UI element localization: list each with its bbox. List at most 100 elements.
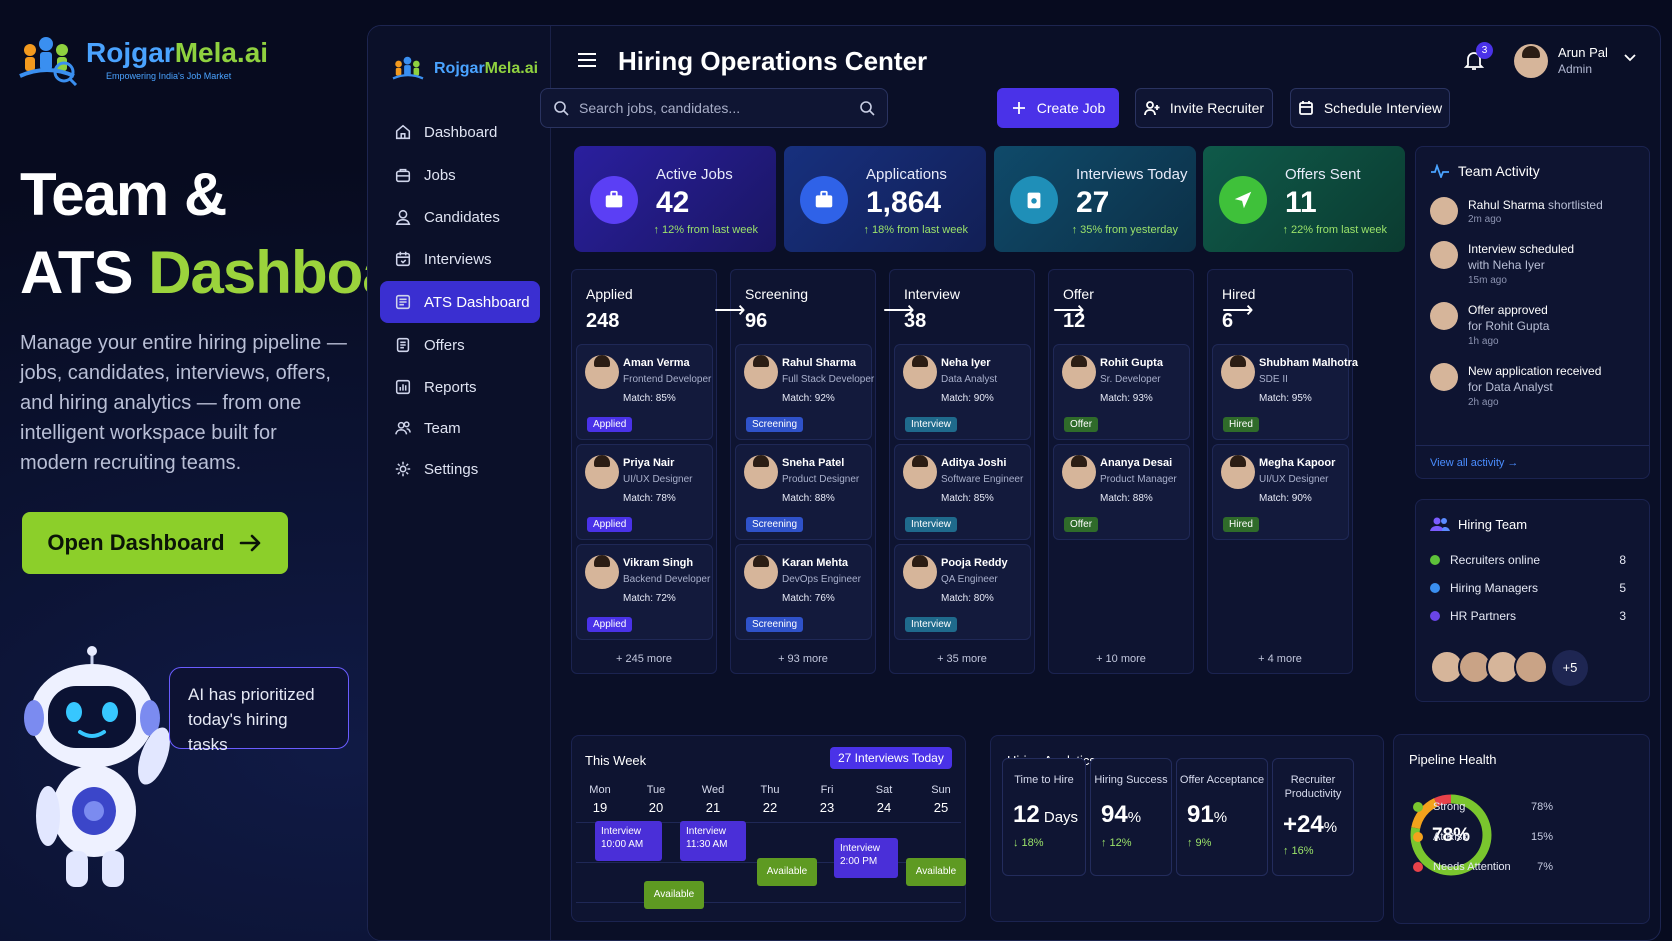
day-fri[interactable]: Fri 23 — [807, 784, 847, 815]
sidebar-item-team[interactable]: Team — [380, 407, 540, 449]
candidate-role: SDE II — [1259, 374, 1288, 385]
metric-label: Hiring Success — [1094, 774, 1168, 786]
candidate-card[interactable]: Aman Verma Frontend Developer Match: 85% Ap… — [576, 344, 713, 440]
team-icon — [395, 421, 411, 435]
metric-unit: % — [1213, 809, 1228, 826]
activity-text: Interview scheduled — [1468, 242, 1575, 256]
hiring-managers-row: Hiring Managers 5 — [1430, 581, 1626, 595]
open-dashboard-button[interactable]: Open Dashboard — [22, 512, 288, 574]
create-job-button[interactable]: Create Job — [997, 88, 1119, 128]
more-candidates-link[interactable]: + 93 more — [778, 653, 828, 665]
activity-text: Rahul Sharma — [1468, 198, 1545, 212]
stat-interviews-today[interactable]: Interviews Today 27 ↑ 35% from yesterday — [994, 146, 1196, 252]
chevron-down-icon[interactable] — [1624, 54, 1636, 62]
available-slot[interactable]: Available — [644, 881, 704, 909]
view-all-activity-link[interactable]: View all activity → — [1430, 457, 1519, 469]
sidebar-item-reports[interactable]: Reports — [380, 366, 540, 408]
metric-time-to-hire[interactable]: Time to Hire 12 Days ↓ 18% — [1002, 758, 1086, 876]
day-mon[interactable]: Mon 19 — [580, 784, 620, 815]
search-input[interactable] — [579, 100, 849, 116]
metric-offer-acceptance[interactable]: Offer Acceptance 91% ↑ 9% — [1176, 758, 1268, 876]
gear-icon — [395, 461, 411, 477]
avatar — [744, 455, 778, 489]
brand-tagline: Empowering India's Job Market — [106, 71, 232, 81]
team-member-avatar[interactable] — [1514, 650, 1548, 684]
search-submit-icon[interactable] — [859, 100, 875, 116]
candidate-card[interactable]: Karan Mehta DevOps Engineer Match: 76% Scre… — [735, 544, 872, 640]
candidate-card[interactable]: Pooja Reddy QA Engineer Match: 80% Intervie… — [894, 544, 1031, 640]
more-members-badge[interactable]: +5 — [1552, 650, 1588, 686]
sidebar-item-interviews[interactable]: Interviews — [380, 238, 540, 280]
available-slot[interactable]: Available — [906, 858, 966, 886]
sidebar-item-candidates[interactable]: Candidates — [380, 196, 540, 238]
metric-hiring-success[interactable]: Hiring Success 94% ↑ 12% — [1090, 758, 1172, 876]
candidate-role: Software Engineer — [941, 474, 1024, 485]
candidate-card[interactable]: Shubham Malhotra SDE II Match: 95% Hired — [1212, 344, 1358, 440]
candidate-card[interactable]: Rohit Gupta Sr. Developer Match: 93% Offer — [1053, 344, 1190, 440]
metric-recruiter-productivity[interactable]: Recruiter Productivity +24% ↑ 16% — [1272, 758, 1354, 876]
interview-event[interactable]: Interview 2:00 PM — [834, 838, 898, 878]
notifications-button[interactable]: 3 — [1462, 42, 1493, 76]
sidebar-item-offers[interactable]: Offers — [380, 324, 540, 366]
stat-applications[interactable]: Applications 1,864 ↑ 18% from last week — [784, 146, 986, 252]
candidate-name: Sneha Patel — [782, 457, 845, 469]
day-thu[interactable]: Thu 22 — [750, 784, 790, 815]
activity-item[interactable]: Interview scheduled with Neha Iyer 15m ag… — [1430, 241, 1640, 291]
sidebar-item-jobs[interactable]: Jobs — [380, 154, 540, 196]
candidate-card[interactable]: Neha Iyer Data Analyst Match: 90% Interview — [894, 344, 1031, 440]
day-number: 19 — [592, 800, 608, 815]
candidate-card[interactable]: Vikram Singh Backend Developer Match: 72% A… — [576, 544, 713, 640]
candidate-role: Backend Developer — [623, 574, 711, 585]
stage-arrow-icon: ⟶ — [1053, 297, 1085, 322]
schedule-interview-button[interactable]: Schedule Interview — [1290, 88, 1450, 128]
invite-recruiter-button[interactable]: Invite Recruiter — [1135, 88, 1273, 128]
metric-label: Recruiter Productivity — [1284, 774, 1342, 800]
candidate-card[interactable]: Sneha Patel Product Designer Match: 88% Scr… — [735, 444, 872, 540]
sidebar-item-ats-dashboard[interactable]: ATS Dashboard — [380, 281, 540, 323]
interview-event[interactable]: Interview 10:00 AM — [595, 821, 662, 861]
hamburger-menu-icon[interactable] — [577, 52, 597, 68]
more-candidates-link[interactable]: + 10 more — [1096, 653, 1146, 665]
candidate-match: Match: 78% — [623, 493, 676, 504]
day-tue[interactable]: Tue 20 — [636, 784, 676, 815]
status-dot — [1413, 862, 1423, 872]
activity-sub: shortlisted — [1544, 198, 1603, 212]
status-badge: Applied — [587, 517, 633, 532]
sidebar-item-settings[interactable]: Settings — [380, 448, 540, 490]
candidate-card[interactable]: Ananya Desai Product Manager Match: 88% Off… — [1053, 444, 1190, 540]
user-avatar[interactable] — [1514, 44, 1548, 78]
candidate-card[interactable]: Megha Kapoor UI/UX Designer Match: 90% Hire… — [1212, 444, 1349, 540]
stat-active-jobs[interactable]: Active Jobs 42 ↑ 12% from last week — [574, 146, 776, 252]
day-sun[interactable]: Sun 25 — [921, 784, 961, 815]
ai-speech-bubble: AI has prioritized today's hiring tasks — [169, 667, 349, 754]
team-activity-panel: Team Activity Rahul Sharma shortlisted 2… — [1415, 146, 1650, 479]
interviews-today-badge[interactable]: 27 Interviews Today — [830, 747, 952, 769]
status-badge: Hired — [1223, 517, 1259, 532]
activity-item[interactable]: New application received for Data Analyst… — [1430, 363, 1640, 413]
day-wed[interactable]: Wed 21 — [693, 784, 733, 815]
more-candidates-link[interactable]: + 4 more — [1258, 653, 1302, 665]
stat-value: 42 — [656, 186, 690, 219]
candidate-card[interactable]: Aditya Joshi Software Engineer Match: 85% I… — [894, 444, 1031, 540]
candidate-card[interactable]: Rahul Sharma Full Stack Developer Match: 9… — [735, 344, 874, 440]
hero-logo: RojgarMela.ai Empowering India's Job Mar… — [16, 32, 268, 86]
sidebar-item-dashboard[interactable]: Dashboard — [380, 111, 540, 153]
robot-mascot-icon — [24, 646, 170, 887]
available-slot[interactable]: Available — [757, 858, 817, 886]
stat-offers-sent[interactable]: Offers Sent 11 ↑ 22% from last week — [1203, 146, 1405, 252]
more-candidates-link[interactable]: + 35 more — [937, 653, 987, 665]
activity-sub: with Neha Iyer — [1468, 258, 1545, 272]
activity-item[interactable]: Offer approved for Rohit Gupta 1h ago — [1430, 302, 1640, 352]
this-week-title: This Week — [585, 753, 647, 768]
more-candidates-link[interactable]: + 245 more — [616, 653, 672, 665]
day-sat[interactable]: Sat 24 — [864, 784, 904, 815]
sidebar-logo[interactable]: RojgarMela.ai — [390, 54, 538, 84]
activity-item[interactable]: Rahul Sharma shortlisted 2m ago — [1430, 197, 1640, 237]
sidebar-item-label: Interviews — [424, 250, 492, 268]
status-badge: Screening — [746, 517, 804, 532]
candidate-match: Match: 88% — [782, 493, 835, 504]
metric-unit: % — [1127, 809, 1142, 826]
day-name: Wed — [701, 784, 725, 796]
interview-event[interactable]: Interview 11:30 AM — [680, 821, 746, 861]
candidate-card[interactable]: Priya Nair UI/UX Designer Match: 78% Applie… — [576, 444, 713, 540]
